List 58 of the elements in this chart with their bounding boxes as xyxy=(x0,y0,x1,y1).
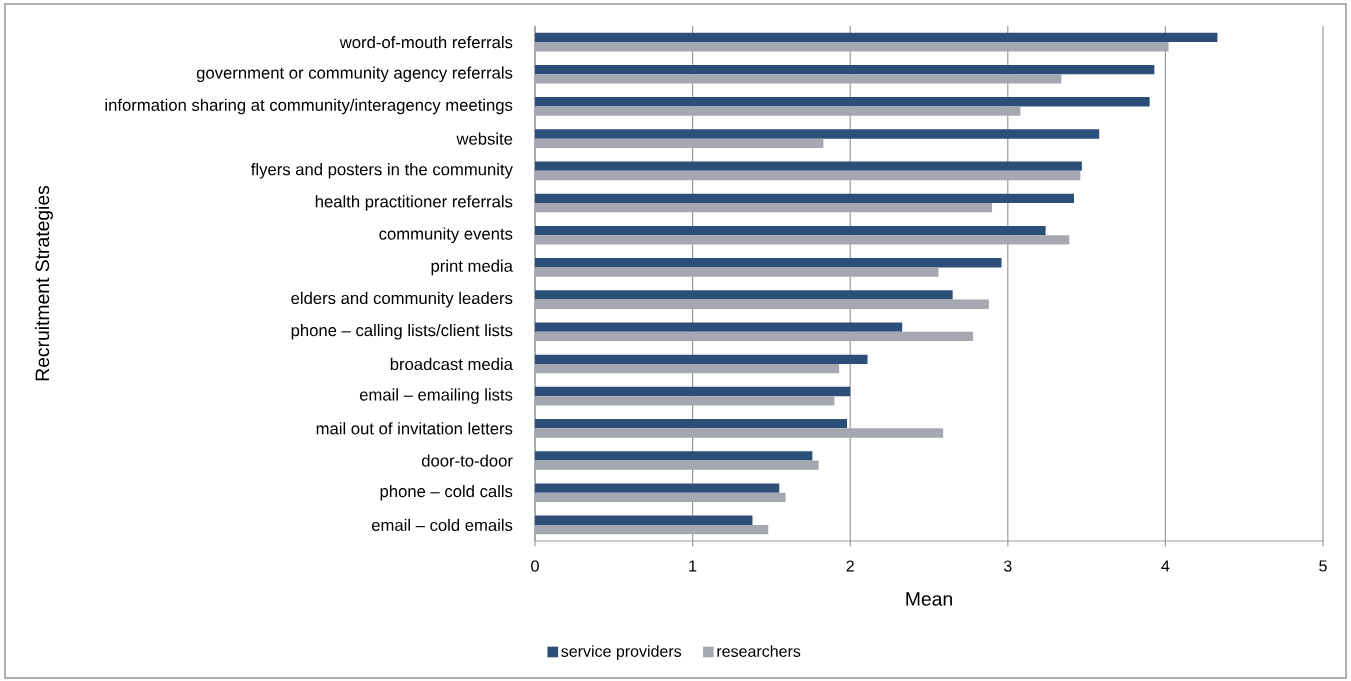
bar xyxy=(535,225,1046,236)
bar xyxy=(535,203,993,213)
bar xyxy=(535,483,780,493)
x-tick-label: 0 xyxy=(531,560,539,572)
y-tick-label: email – cold emails xyxy=(371,518,513,532)
bar xyxy=(535,524,769,535)
bar xyxy=(535,258,1002,268)
bar xyxy=(535,396,835,406)
y-axis-title: Recruitment Strategies xyxy=(34,185,54,381)
y-tick-label: community events xyxy=(379,227,513,243)
bar xyxy=(535,322,903,332)
bar xyxy=(535,129,1100,139)
bar xyxy=(535,235,1070,245)
bar xyxy=(535,64,1155,75)
bar xyxy=(535,161,1082,171)
bar xyxy=(535,97,1150,107)
bar xyxy=(535,363,840,374)
y-tick-label: government or community agency referrals xyxy=(196,66,513,83)
bar xyxy=(535,32,1218,43)
x-tick-label: 1 xyxy=(689,560,697,572)
bar xyxy=(535,460,819,470)
y-tick-label: broadcast media xyxy=(390,357,513,371)
y-tick-label: word-of-mouth referrals xyxy=(339,35,513,49)
bar xyxy=(535,267,939,277)
bar xyxy=(535,386,851,397)
bar xyxy=(535,106,1021,116)
bar xyxy=(535,74,1062,84)
y-tick-label: mail out of invitation letters xyxy=(316,422,513,435)
y-tick-label: print media xyxy=(431,259,513,276)
bar xyxy=(535,299,989,309)
bar xyxy=(535,290,953,300)
x-tick-label: 4 xyxy=(1161,560,1170,572)
bar xyxy=(535,138,824,148)
bar xyxy=(535,354,868,364)
y-tick-label: phone – cold calls xyxy=(380,484,513,501)
x-tick-label: 3 xyxy=(1003,560,1012,572)
bar xyxy=(535,492,786,503)
bar xyxy=(535,331,974,342)
bar xyxy=(535,428,944,438)
bar xyxy=(535,193,1074,204)
legend-label: researchers xyxy=(717,645,801,657)
bar xyxy=(535,170,1081,181)
x-tick-label: 2 xyxy=(846,560,854,572)
y-tick-label: flyers and posters in the community xyxy=(251,163,513,179)
bar xyxy=(535,42,1169,52)
x-tick-label: 5 xyxy=(1319,560,1327,572)
y-tick-label: elders and community leaders xyxy=(291,291,513,308)
x-axis-title: Mean xyxy=(906,592,952,606)
y-tick-label: information sharing at community/interagency meetings xyxy=(105,98,513,115)
bar xyxy=(535,451,813,461)
y-tick-label: door-to-door xyxy=(421,454,513,467)
y-tick-label: website xyxy=(456,132,513,145)
y-tick-label: phone – calling lists/client lists xyxy=(291,324,513,340)
y-tick-label: health practitioner referrals xyxy=(315,195,513,211)
legend-label: service providers xyxy=(561,645,682,661)
y-tick-label: email – emailing lists xyxy=(359,388,513,404)
bar xyxy=(535,515,753,525)
bar xyxy=(535,419,848,429)
